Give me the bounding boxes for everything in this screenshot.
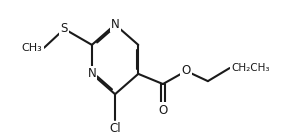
Text: N: N [111,18,120,31]
Text: O: O [181,64,191,77]
Text: Cl: Cl [109,122,121,135]
Text: S: S [61,22,68,35]
Text: CH₂CH₃: CH₂CH₃ [231,63,270,73]
Text: N: N [87,67,96,80]
Text: CH₃: CH₃ [22,43,43,53]
Text: O: O [158,104,168,117]
